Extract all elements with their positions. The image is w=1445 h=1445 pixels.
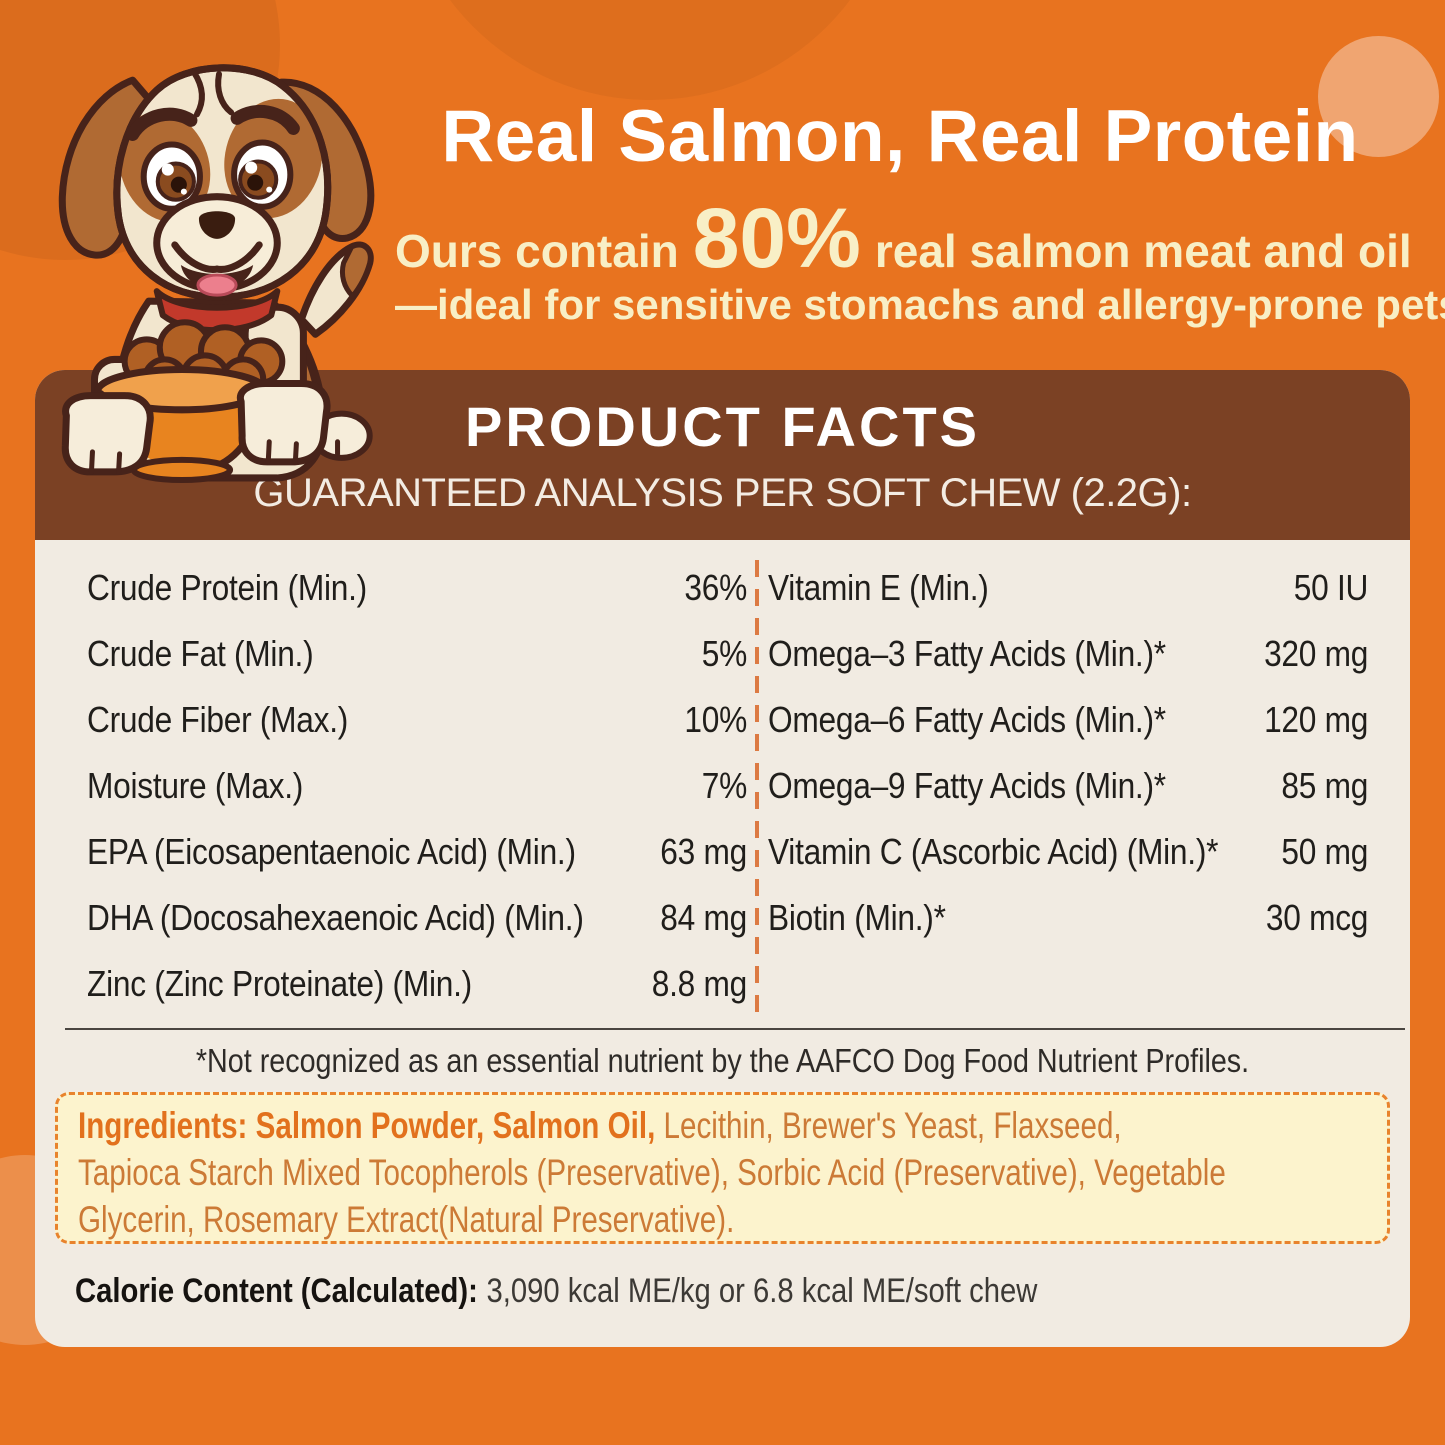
table-row: EPA (Eicosapentaenoic Acid) (Min.) 63 mg xyxy=(87,819,747,885)
food-bowl-base xyxy=(130,456,234,483)
ingredients-line: Tapioca Starch Mixed Tocopherols (Preser… xyxy=(78,1152,1226,1193)
calorie-label: Calorie Content (Calculated): xyxy=(75,1272,478,1310)
dog-tongue xyxy=(196,273,238,297)
hero-subtitle-suffix: real salmon meat and oil xyxy=(874,225,1412,277)
table-row: DHA (Docosahexaenoic Acid) (Min.) 84 mg xyxy=(87,885,747,951)
nutrient-label: DHA (Docosahexaenoic Acid) (Min.) xyxy=(87,897,584,938)
nutrient-value: 120 mg xyxy=(1264,699,1369,740)
puppy-illustration xyxy=(58,64,375,483)
dog-smile xyxy=(171,241,263,273)
nutrient-label: Vitamin C (Ascorbic Acid) (Min.)* xyxy=(768,831,1219,872)
hero-percent-highlight: 80% xyxy=(692,191,861,285)
hero-title: Real Salmon, Real Protein xyxy=(441,96,1359,177)
dog-eyes xyxy=(140,139,294,212)
decor-circle-top-right xyxy=(1318,36,1439,157)
hero-subtitle: Ours contain 80% real salmon meat and oil xyxy=(395,196,1412,280)
column-divider xyxy=(755,560,759,1020)
nutrient-value: 320 mg xyxy=(1264,633,1369,674)
nutrient-value: 5% xyxy=(701,633,748,674)
table-row: Vitamin C (Ascorbic Acid) (Min.)* 50 mg xyxy=(768,819,1368,885)
dog-fur-tuft xyxy=(190,69,235,118)
nutrient-label: Moisture (Max.) xyxy=(87,765,304,806)
nutrient-label: Crude Fiber (Max.) xyxy=(87,699,349,740)
product-facts-card: PRODUCT FACTS GUARANTEED ANALYSIS PER SO… xyxy=(35,370,1410,1347)
ingredients-line: Ingredients: Salmon Powder, Salmon Oil, … xyxy=(78,1102,1370,1149)
table-row: Crude Fiber (Max.) 10% xyxy=(87,687,747,753)
hero-subtitle-prefix: Ours contain xyxy=(395,225,679,277)
table-row: Biotin (Min.)* 30 mcg xyxy=(768,885,1368,951)
nutrient-value: 50 mg xyxy=(1281,831,1369,872)
dog-tail-tip xyxy=(339,242,373,299)
table-row: Zinc (Zinc Proteinate) (Min.) 8.8 mg xyxy=(87,951,747,1017)
ingredients-box: Ingredients: Salmon Powder, Salmon Oil, … xyxy=(55,1092,1390,1244)
nutrient-value: 30 mcg xyxy=(1265,897,1369,938)
dog-nose xyxy=(198,211,236,239)
nutrient-label: Omega–6 Fatty Acids (Min.)* xyxy=(768,699,1166,740)
nutrient-value: 84 mg xyxy=(660,897,747,938)
hero-tagline: —ideal for sensitive stomachs and allerg… xyxy=(395,281,1445,328)
nutrient-value: 63 mg xyxy=(660,831,747,872)
nutrient-label: Omega–9 Fatty Acids (Min.)* xyxy=(768,765,1166,806)
aafco-footnote: *Not recognized as an essential nutrient… xyxy=(195,1042,1250,1079)
analysis-left-column: Crude Protein (Min.) 36% Crude Fat (Min.)… xyxy=(87,555,747,1017)
ingredients-line: Glycerin, Rosemary Extract(Natural Prese… xyxy=(78,1199,735,1240)
table-row: Omega–9 Fatty Acids (Min.)* 85 mg xyxy=(768,753,1368,819)
footnote-separator xyxy=(65,1028,1405,1030)
nutrient-value: 7% xyxy=(701,765,748,806)
calorie-value: 3,090 kcal ME/kg or 6.8 kcal ME/soft che… xyxy=(486,1272,1038,1310)
nutrient-label: Zinc (Zinc Proteinate) (Min.) xyxy=(87,963,472,1004)
nutrient-label: Vitamin E (Min.) xyxy=(768,567,989,608)
table-row: Omega–3 Fatty Acids (Min.)* 320 mg xyxy=(768,621,1368,687)
ingredients-text: Ingredients: Salmon Powder, Salmon Oil, … xyxy=(78,1102,1370,1241)
hero-section: Real Salmon, Real Protein Ours contain 80… xyxy=(395,0,1445,370)
nutrient-label: EPA (Eicosapentaenoic Acid) (Min.) xyxy=(87,831,576,872)
nutrient-value: 36% xyxy=(684,567,747,608)
table-row: Moisture (Max.) 7% xyxy=(87,753,747,819)
analysis-right-column: Vitamin E (Min.) 50 IU Omega–3 Fatty Acid… xyxy=(768,555,1368,951)
nutrient-label: Omega–3 Fatty Acids (Min.)* xyxy=(768,633,1166,674)
table-row: Crude Protein (Min.) 36% xyxy=(87,555,747,621)
nutrient-label: Crude Fat (Min.) xyxy=(87,633,314,674)
table-row: Crude Fat (Min.) 5% xyxy=(87,621,747,687)
table-row: Omega–6 Fatty Acids (Min.)* 120 mg xyxy=(768,687,1368,753)
ingredients-secondary: Lecithin, Brewer's Yeast, Flaxseed, xyxy=(655,1105,1122,1146)
footnote-wrap: *Not recognized as an essential nutrient… xyxy=(124,1042,1320,1080)
nutrient-label: Crude Protein (Min.) xyxy=(87,567,367,608)
nutrient-value: 8.8 mg xyxy=(651,963,748,1004)
guaranteed-analysis-subtitle: GUARANTEED ANALYSIS PER SOFT CHEW (2.2G)… xyxy=(253,471,1192,515)
nutrient-value: 85 mg xyxy=(1281,765,1369,806)
nutrient-value: 50 IU xyxy=(1293,567,1369,608)
calorie-content: Calorie Content (Calculated): 3,090 kcal … xyxy=(75,1272,1037,1311)
nutrient-value: 10% xyxy=(684,699,747,740)
dog-paws xyxy=(61,380,373,476)
product-facts-title: PRODUCT FACTS xyxy=(465,395,980,458)
dog-eyebrows xyxy=(126,105,300,141)
ingredients-primary: Ingredients: Salmon Powder, Salmon Oil, xyxy=(78,1105,656,1146)
nutrient-label: Biotin (Min.)* xyxy=(768,897,946,938)
table-row: Vitamin E (Min.) 50 IU xyxy=(768,555,1368,621)
